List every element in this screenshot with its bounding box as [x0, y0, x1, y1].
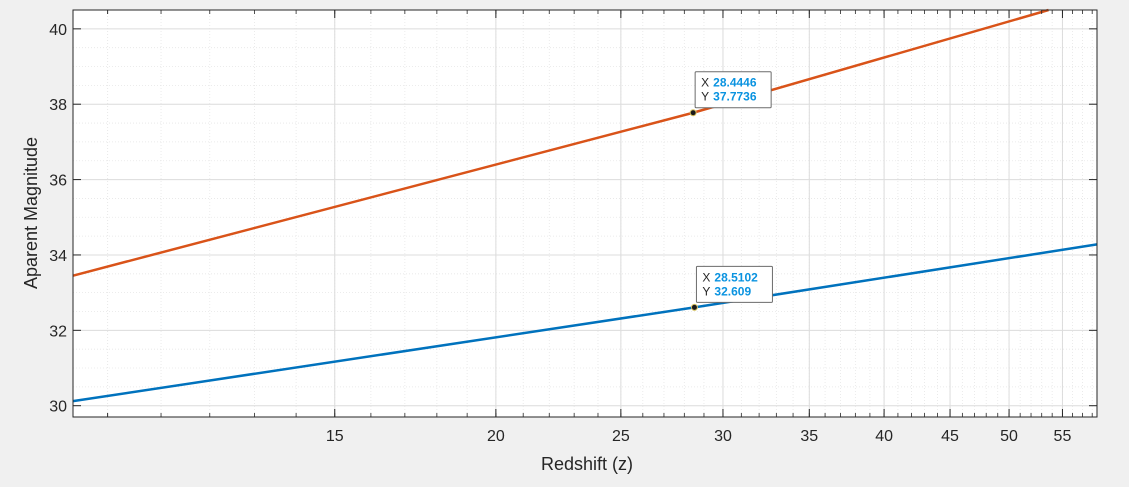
x-tick-labels: 15 20 25 30 35 40 45 50 55 [326, 428, 1072, 445]
datatip-y-key: Y [702, 284, 710, 298]
datatip-x-value: 28.5102 [714, 270, 758, 284]
datatip-y-value: 32.609 [714, 284, 751, 298]
y-tick-label: 36 [49, 173, 67, 190]
x-tick-label: 35 [800, 428, 818, 445]
x-tick-label: 30 [714, 428, 732, 445]
x-tick-label: 50 [1000, 428, 1018, 445]
y-tick-label: 40 [49, 22, 67, 39]
x-tick-label: 55 [1054, 428, 1072, 445]
datatip-x-key: X [701, 76, 709, 90]
y-tick-label: 38 [49, 97, 67, 114]
x-tick-label: 25 [612, 428, 630, 445]
x-tick-label: 45 [941, 428, 959, 445]
x-tick-label: 40 [875, 428, 893, 445]
y-tick-label: 30 [49, 399, 67, 416]
y-tick-label: 34 [49, 248, 67, 265]
y-axis-title: Aparent Magnitude [21, 137, 41, 289]
tick-marks [73, 10, 1097, 417]
datatip-y-key: Y [701, 90, 709, 104]
y-tick-labels: 30 32 34 36 38 40 [49, 22, 67, 416]
plot-area [73, 10, 1097, 417]
axes-box [72, 9, 1098, 418]
datatip-marker [689, 109, 697, 117]
major-grid [73, 10, 1097, 417]
datatip-box [694, 71, 772, 109]
datatip-box [695, 265, 773, 303]
datatip-layer: X 28.4446 Y 37.7736 X 28.5102 Y 32.609 [689, 71, 773, 311]
x-tick-label: 20 [487, 428, 505, 445]
datatip-y-value: 37.7736 [713, 90, 757, 104]
y-tick-label: 32 [49, 323, 67, 340]
x-tick-label: 15 [326, 428, 344, 445]
datatip-x-value: 28.4446 [713, 76, 757, 90]
x-axis-title: Redshift (z) [541, 454, 633, 474]
datatip-marker [690, 303, 698, 311]
datatip-x-key: X [702, 270, 710, 284]
